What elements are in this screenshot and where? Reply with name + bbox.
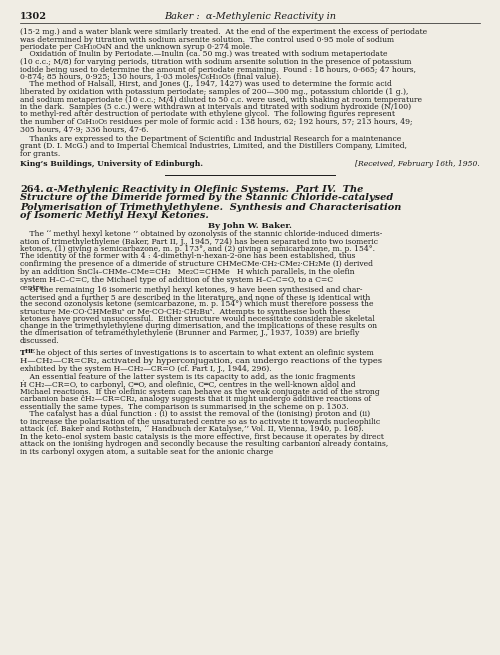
Text: discussed.: discussed. — [20, 337, 60, 345]
Text: The identity of the former with 4 : 4-dimethyl-n-hexan-2-one has been establishe: The identity of the former with 4 : 4-di… — [20, 252, 355, 261]
Text: Ḣ CH₂—CR=O, to carbonyl, C═O, and olefinic, C═C, centres in the well-known aldol: Ḣ CH₂—CR=O, to carbonyl, C═O, and olefin… — [20, 380, 355, 389]
Text: 0·874; 85 hours, 0·925; 130 hours, 1·03 moles/C₆H₁₀O₅ (final value).: 0·874; 85 hours, 0·925; 130 hours, 1·03 … — [20, 73, 281, 81]
Text: Oxidation of Inulin by Periodate.—Inulin (ca. 50 mg.) was treated with sodium me: Oxidation of Inulin by Periodate.—Inulin… — [20, 50, 388, 58]
Text: acterised and a further 5 are described in the literature, and none of these is : acterised and a further 5 are described … — [20, 293, 370, 301]
Text: Structure of the Dimeride formed by the Stannic Chloride-catalysed: Structure of the Dimeride formed by the … — [20, 193, 393, 202]
Text: Of the remaining 16 isomeric methyl hexyl ketones, 9 have been synthesised and c: Of the remaining 16 isomeric methyl hexy… — [20, 286, 362, 293]
Text: of Isomeric Methyl Hexyl Ketones.: of Isomeric Methyl Hexyl Ketones. — [20, 212, 209, 221]
Text: ketones have proved unsuccessful.  Either structure would necessitate considerab: ketones have proved unsuccessful. Either… — [20, 315, 375, 323]
Text: The method of Halsall, Hirst, and Jones (J., 1947, 1427) was used to determine t: The method of Halsall, Hirst, and Jones … — [20, 81, 392, 88]
Text: In the keto–enol system basic catalysis is the more effective, first because it : In the keto–enol system basic catalysis … — [20, 432, 384, 441]
Text: and sodium metaperiodate (10 c.c.; M/4) diluted to 50 c.c. were used, with shaki: and sodium metaperiodate (10 c.c.; M/4) … — [20, 96, 422, 103]
Text: ation of trimethylethylene (Baker, Part II, J., 1945, 724) has been separated in: ation of trimethylethylene (Baker, Part … — [20, 238, 378, 246]
Text: Michael reactions.  If the olefinic system can behave as the weak conjugate acid: Michael reactions. If the olefinic syste… — [20, 388, 380, 396]
Text: the second ozonolysis ketone (semicarbazone, m. p. 154°) which must therefore po: the second ozonolysis ketone (semicarbaz… — [20, 300, 374, 309]
Text: essentially the same types.  The comparison is summarised in the scheme on p. 13: essentially the same types. The comparis… — [20, 403, 349, 411]
Text: centre.: centre. — [20, 284, 47, 291]
Text: structure Me·CO·CHMeBuˢ or Me·CO·CH₂·CH₂Buˢ.  Attempts to synthesise both these: structure Me·CO·CHMeBuˢ or Me·CO·CH₂·CH₂… — [20, 307, 350, 316]
Text: by an addition SnCl₄–CHMe–CMe=CH₂   Me₂C=CHMe   H which parallels, in the olefin: by an addition SnCl₄–CHMe–CMe=CH₂ Me₂C=C… — [20, 268, 354, 276]
Text: attack (cf. Baker and Rothstein, ‘‘ Handbuch der Katalyse,’’ Vol. II, Vienna, 19: attack (cf. Baker and Rothstein, ‘‘ Hand… — [20, 425, 364, 433]
Text: King’s Buildings, University of Edinburgh.: King’s Buildings, University of Edinburg… — [20, 160, 203, 168]
Text: carbanion base čH₂—CR=CR₂, analogy suggests that it might undergo additive react: carbanion base čH₂—CR=CR₂, analogy sugge… — [20, 395, 371, 403]
Text: he object of this series of investigations is to ascertain to what extent an ole: he object of this series of investigatio… — [36, 349, 374, 357]
Text: liberated by oxidation with potassium periodate; samples of 200—300 mg., potassi: liberated by oxidation with potassium pe… — [20, 88, 408, 96]
Text: attack on the ionising hydrogen and secondly because the resulting carbanion alr: attack on the ionising hydrogen and seco… — [20, 440, 388, 448]
Text: change in the trimethylethylene during dimerisation, and the implications of the: change in the trimethylethylene during d… — [20, 322, 377, 330]
Text: grant (D. I. McG.) and to Imperial Chemical Industries, Limited, and the Distill: grant (D. I. McG.) and to Imperial Chemi… — [20, 143, 407, 151]
Text: Baker :  α-Methylenic Reactivity in: Baker : α-Methylenic Reactivity in — [164, 12, 336, 21]
Text: Thanks are expressed to the Department of Scientific and Industrial Research for: Thanks are expressed to the Department o… — [20, 135, 401, 143]
Text: [Received, February 16th, 1950.: [Received, February 16th, 1950. — [355, 160, 480, 168]
Text: 264.: 264. — [20, 185, 44, 193]
Text: 1302: 1302 — [20, 12, 47, 21]
Text: to methyl-red after destruction of periodate with ethylene glycol.  The followin: to methyl-red after destruction of perio… — [20, 111, 395, 119]
Text: was determined by titration with sodium arsenite solution.  The control used 0·9: was determined by titration with sodium … — [20, 35, 394, 43]
Text: confirming the presence of a dimeride of structure CHMeCMe·CH₂·CMe₂·CH₂Me (I) de: confirming the presence of a dimeride of… — [20, 259, 373, 268]
Text: the number of C₆H₁₀O₅ residues per mole of formic acid : 138 hours, 62; 192 hour: the number of C₆H₁₀O₅ residues per mole … — [20, 118, 412, 126]
Text: iodide being used to determine the amount of periodate remaining.  Found : 18 ho: iodide being used to determine the amoun… — [20, 66, 416, 73]
Text: exhibited by the system H—CH₂—CR=O (cf. Part I, J., 1944, 296).: exhibited by the system H—CH₂—CR=O (cf. … — [20, 365, 272, 373]
Text: 305 hours, 47·9; 336 hours, 47·6.: 305 hours, 47·9; 336 hours, 47·6. — [20, 126, 148, 134]
Text: periodate per C₈H₁₀O₄N and the unknown syrup 0·274 mole.: periodate per C₈H₁₀O₄N and the unknown s… — [20, 43, 252, 51]
Text: T: T — [20, 349, 26, 357]
Text: (15·2 mg.) and a water blank were similarly treated.  At the end of the experime: (15·2 mg.) and a water blank were simila… — [20, 28, 427, 36]
Text: The catalyst has a dual function : (i) to assist the removal of the (ionising) p: The catalyst has a dual function : (i) t… — [20, 410, 370, 418]
Text: the dimerisation of tetramethylethylene (Brunner and Farmer, J., 1937, 1039) are: the dimerisation of tetramethylethylene … — [20, 329, 359, 337]
Text: By John W. Baker.: By John W. Baker. — [208, 221, 292, 229]
Text: for grants.: for grants. — [20, 150, 60, 158]
Text: (10 c.c.; M/8) for varying periods, titration with sodium arsenite solution in t: (10 c.c.; M/8) for varying periods, titr… — [20, 58, 411, 66]
Text: in the dark.  Samples (5 c.c.) were withdrawn at intervals and titrated with sod: in the dark. Samples (5 c.c.) were withd… — [20, 103, 411, 111]
Text: HE: HE — [24, 349, 35, 354]
Text: system H–C–C=C, the Michael type of addition of the system H–C–C=O, to a C=C: system H–C–C=C, the Michael type of addi… — [20, 276, 333, 284]
Text: Polymerisation of Trimethylethylene.  Synthesis and Characterisation: Polymerisation of Trimethylethylene. Syn… — [20, 202, 402, 212]
Text: H—CH₂—CR=CR₂, activated by hyperconjugation, can undergo reactions of the types: H—CH₂—CR=CR₂, activated by hyperconjugat… — [20, 356, 382, 364]
Text: The ‘‘ methyl hexyl ketone ’’ obtained by ozonolysis of the stannic chloride-ind: The ‘‘ methyl hexyl ketone ’’ obtained b… — [20, 231, 382, 238]
Text: An essential feature of the latter system is its capacity to add, as the ionic f: An essential feature of the latter syste… — [20, 373, 355, 381]
Text: to increase the polarisation of the unsaturated centre so as to activate it towa: to increase the polarisation of the unsa… — [20, 417, 380, 426]
Text: ketones, (1) giving a semicarbazone, m. p. 173°, and (2) giving a semicarbazone,: ketones, (1) giving a semicarbazone, m. … — [20, 245, 375, 253]
Text: α-Methylenic Reactivity in Olefinic Systems.  Part IV.  The: α-Methylenic Reactivity in Olefinic Syst… — [46, 185, 364, 193]
Text: in its carbonyl oxygen atom, a suitable seat for the anionic charge: in its carbonyl oxygen atom, a suitable … — [20, 447, 273, 455]
